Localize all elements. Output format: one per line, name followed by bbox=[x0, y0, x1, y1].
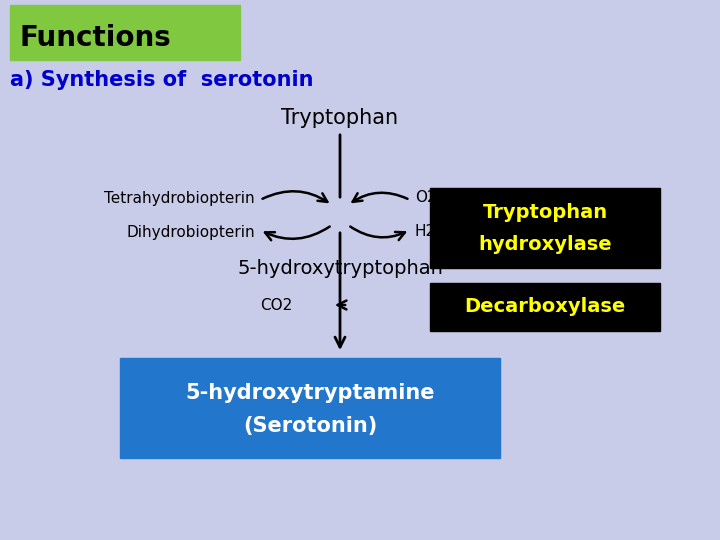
Text: (Serotonin): (Serotonin) bbox=[243, 416, 377, 436]
FancyBboxPatch shape bbox=[10, 5, 240, 60]
Text: Dihydrobiopterin: Dihydrobiopterin bbox=[127, 225, 255, 240]
Text: O2: O2 bbox=[415, 191, 436, 206]
Text: Decarboxylase: Decarboxylase bbox=[464, 298, 626, 316]
Text: Tetrahydrobiopterin: Tetrahydrobiopterin bbox=[104, 191, 255, 206]
FancyBboxPatch shape bbox=[430, 188, 660, 268]
Text: a) Synthesis of  serotonin: a) Synthesis of serotonin bbox=[10, 70, 313, 90]
Text: H2O: H2O bbox=[415, 225, 448, 240]
Text: hydroxylase: hydroxylase bbox=[478, 235, 612, 254]
Text: CO2: CO2 bbox=[260, 298, 292, 313]
Text: Tryptophan: Tryptophan bbox=[282, 108, 399, 128]
FancyBboxPatch shape bbox=[120, 358, 500, 458]
Text: Functions: Functions bbox=[20, 24, 172, 52]
Text: 5-hydroxytryptamine: 5-hydroxytryptamine bbox=[185, 383, 435, 403]
Text: 5-hydroxytryptophan: 5-hydroxytryptophan bbox=[237, 259, 443, 278]
FancyBboxPatch shape bbox=[430, 283, 660, 331]
Text: Tryptophan: Tryptophan bbox=[482, 204, 608, 222]
